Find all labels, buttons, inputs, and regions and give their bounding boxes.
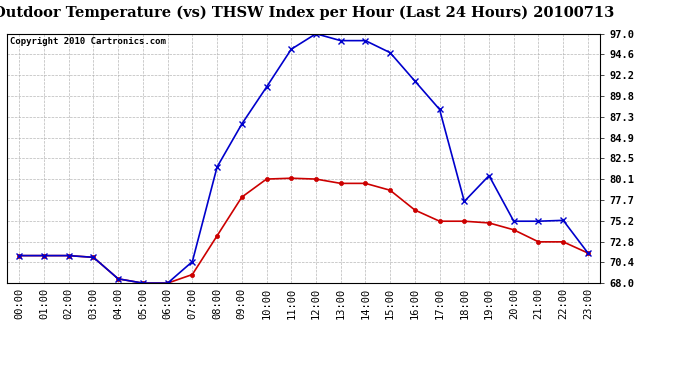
Text: Outdoor Temperature (vs) THSW Index per Hour (Last 24 Hours) 20100713: Outdoor Temperature (vs) THSW Index per …: [0, 6, 614, 20]
Text: Copyright 2010 Cartronics.com: Copyright 2010 Cartronics.com: [10, 38, 166, 46]
